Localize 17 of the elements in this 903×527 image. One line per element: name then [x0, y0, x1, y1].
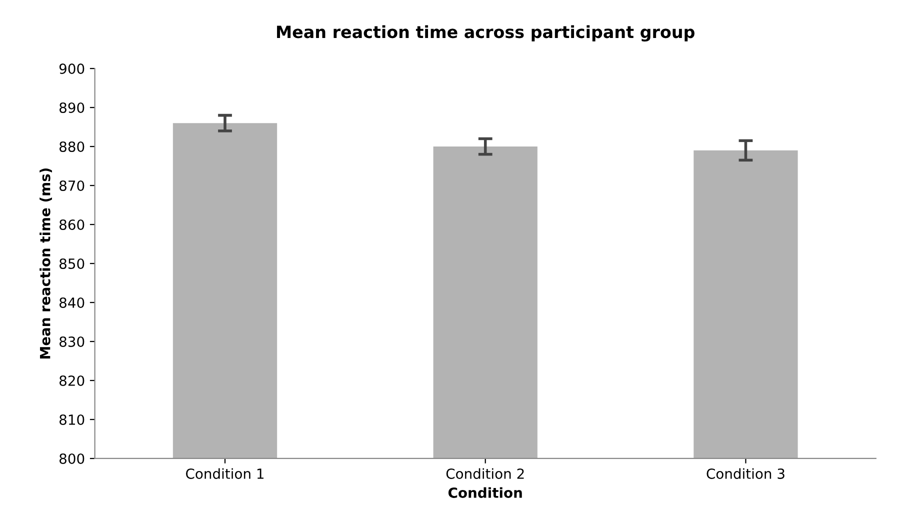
x-tick-label: Condition 2	[446, 468, 524, 479]
y-tick-label: 850	[60, 258, 84, 269]
y-tick-label: 810	[60, 414, 84, 425]
y-tick-label: 900	[59, 63, 84, 74]
y-tick-label: 860	[60, 219, 84, 230]
y-tick-label: 870	[60, 180, 84, 191]
y-tick-label: 820	[60, 375, 84, 386]
y-tick-label: 890	[60, 102, 84, 113]
x-tick-label: Condition 3	[706, 468, 784, 479]
y-tick-label: 880	[60, 141, 84, 152]
x-axis-title: Condition	[448, 487, 522, 498]
y-axis-title: Mean reaction time (ms)	[40, 168, 52, 358]
y-tick-label: 830	[60, 336, 84, 347]
y-tick-label: 840	[60, 297, 84, 308]
chart-title: Mean reaction time across participant group	[277, 25, 694, 42]
x-tick-label: Condition 1	[186, 468, 264, 479]
y-tick-label: 800	[60, 453, 84, 464]
